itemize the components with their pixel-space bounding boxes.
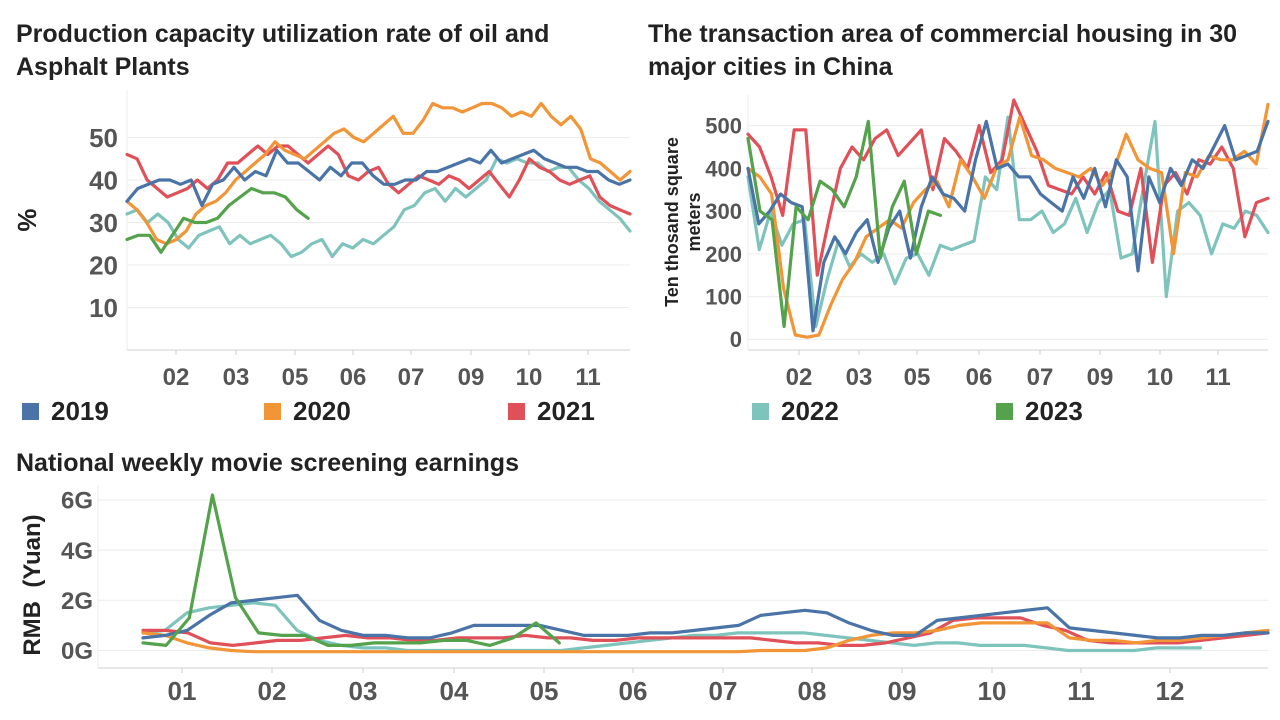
x-tick-label-movie: 09 — [888, 676, 917, 706]
legend-label: 2023 — [1025, 396, 1083, 426]
x-tick-label-movie: 04 — [440, 676, 469, 706]
series-line-movie-2020 — [141, 621, 1270, 654]
y-tick-label-oil: 10 — [89, 293, 118, 323]
x-tick-label-housing: 09 — [1087, 364, 1114, 391]
x-tick-label-movie: 07 — [709, 676, 738, 706]
series-line-oil-2020 — [125, 101, 632, 246]
legend-item-2021: 2021 — [508, 396, 595, 427]
series-line-housing-2020 — [746, 102, 1270, 339]
series-line-movie-2023 — [141, 493, 561, 648]
x-tick-label-movie: 12 — [1156, 676, 1185, 706]
legend-swatch — [996, 403, 1013, 420]
x-tick-label-oil: 03 — [223, 364, 250, 391]
x-tick-label-movie: 11 — [1067, 676, 1095, 706]
x-tick-label-housing: 10 — [1147, 364, 1174, 391]
x-tick-label-housing: 07 — [1027, 364, 1054, 391]
legend-swatch — [22, 403, 39, 420]
legend-item-2020: 2020 — [264, 396, 351, 427]
x-tick-label-housing: 05 — [904, 364, 931, 391]
y-tick-label-movie: 4G — [61, 538, 93, 565]
y-axis-title-oil: % — [12, 208, 42, 231]
legend-label: 2021 — [537, 396, 595, 426]
series-line-movie-2021 — [141, 616, 1270, 648]
x-tick-label-housing: 03 — [846, 364, 873, 391]
x-tick-label-movie: 03 — [349, 676, 378, 706]
x-tick-label-oil: 05 — [282, 364, 309, 391]
x-tick-label-oil: 11 — [575, 364, 600, 391]
x-tick-label-movie: 01 — [168, 676, 197, 706]
series-line-housing-2021 — [746, 98, 1270, 277]
legend-item-2019: 2019 — [22, 396, 109, 427]
legend-label: 2020 — [293, 396, 351, 426]
legend-swatch — [508, 403, 525, 420]
series-line-movie-2019 — [141, 593, 1270, 640]
y-tick-label-housing: 500 — [705, 114, 742, 139]
y-tick-label-housing: 0 — [730, 327, 742, 352]
y-tick-label-housing: 400 — [705, 156, 742, 181]
x-tick-label-movie: 02 — [258, 676, 287, 706]
y-tick-label-oil: 30 — [89, 208, 118, 238]
y-tick-label-oil: 40 — [89, 165, 118, 195]
y-tick-label-housing: 300 — [705, 199, 742, 224]
chart1-title: Production capacity utilization rate of … — [16, 20, 550, 81]
legend: 2019 2020 2021 2022 2023 — [0, 396, 1280, 432]
series-line-housing-2023 — [746, 119, 943, 329]
x-tick-label-oil: 09 — [458, 364, 485, 391]
x-tick-label-housing: 11 — [1205, 364, 1230, 391]
legend-item-2022: 2022 — [752, 396, 839, 427]
x-tick-label-movie: 08 — [798, 676, 827, 706]
series-line-oil-2019 — [125, 148, 632, 208]
x-tick-label-oil: 02 — [163, 364, 190, 391]
y-tick-label-oil: 50 — [89, 123, 118, 153]
y-tick-label-movie: 2G — [61, 588, 93, 615]
series-line-oil-2023 — [125, 186, 310, 254]
x-tick-label-housing: 06 — [966, 364, 993, 391]
x-tick-label-movie: 10 — [978, 676, 1007, 706]
series-line-housing-2019 — [746, 119, 1270, 333]
y-axis-title-movie: RMB (Yuan) — [19, 514, 46, 655]
legend-swatch — [264, 403, 281, 420]
legend-swatch — [752, 403, 769, 420]
x-tick-label-housing: 02 — [786, 364, 813, 391]
y-tick-label-movie: 6G — [61, 488, 93, 515]
series-line-housing-2022 — [746, 115, 1270, 329]
y-tick-label-movie: 0G — [61, 638, 93, 665]
x-tick-label-oil: 06 — [340, 364, 367, 391]
y-tick-label-housing: 100 — [705, 285, 742, 310]
x-tick-label-movie: 05 — [530, 676, 559, 706]
y-tick-label-housing: 200 — [705, 242, 742, 267]
x-tick-label-oil: 07 — [398, 364, 425, 391]
y-tick-label-oil: 20 — [89, 250, 118, 280]
chart2-title: The transaction area of commercial housi… — [648, 20, 1238, 81]
x-tick-label-oil: 10 — [516, 364, 543, 391]
legend-label: 2019 — [51, 396, 109, 426]
x-tick-label-movie: 06 — [619, 676, 648, 706]
legend-item-2023: 2023 — [996, 396, 1083, 427]
y-axis-title-housing: Ten thosand square meters — [662, 137, 704, 307]
chart3-title: National weekly movie screening earnings — [16, 449, 519, 477]
legend-label: 2022 — [781, 396, 839, 426]
